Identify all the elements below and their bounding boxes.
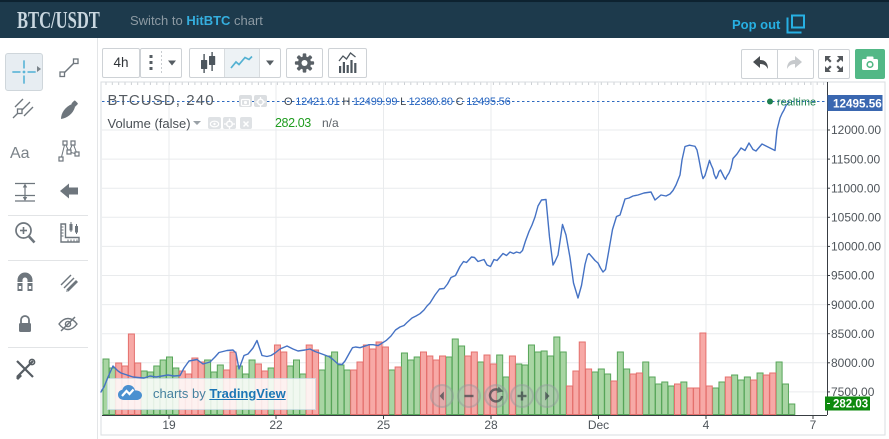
svg-text:12495.56: 12495.56: [833, 97, 882, 110]
svg-text:realtime: realtime: [777, 97, 816, 109]
svg-text:11000.00: 11000.00: [831, 181, 880, 195]
svg-text:19: 19: [162, 418, 176, 432]
svg-text:9500.00: 9500.00: [831, 269, 875, 283]
svg-text:8500.00: 8500.00: [831, 327, 875, 341]
svg-text:25: 25: [377, 418, 391, 432]
svg-text:Dec: Dec: [588, 418, 609, 432]
svg-text:10000.00: 10000.00: [831, 240, 881, 254]
svg-text:4: 4: [703, 418, 710, 432]
svg-text:9000.00: 9000.00: [831, 298, 875, 312]
svg-text:10500.00: 10500.00: [831, 211, 881, 225]
svg-text:12000.00: 12000.00: [831, 123, 881, 137]
svg-text:11500.00: 11500.00: [831, 152, 880, 166]
svg-text:22: 22: [269, 418, 283, 432]
svg-text:8000.00: 8000.00: [831, 356, 875, 370]
svg-text:282.03: 282.03: [833, 399, 868, 411]
svg-text:7: 7: [810, 418, 817, 432]
svg-text:28: 28: [484, 418, 498, 432]
svg-text:7500.00: 7500.00: [831, 385, 875, 399]
